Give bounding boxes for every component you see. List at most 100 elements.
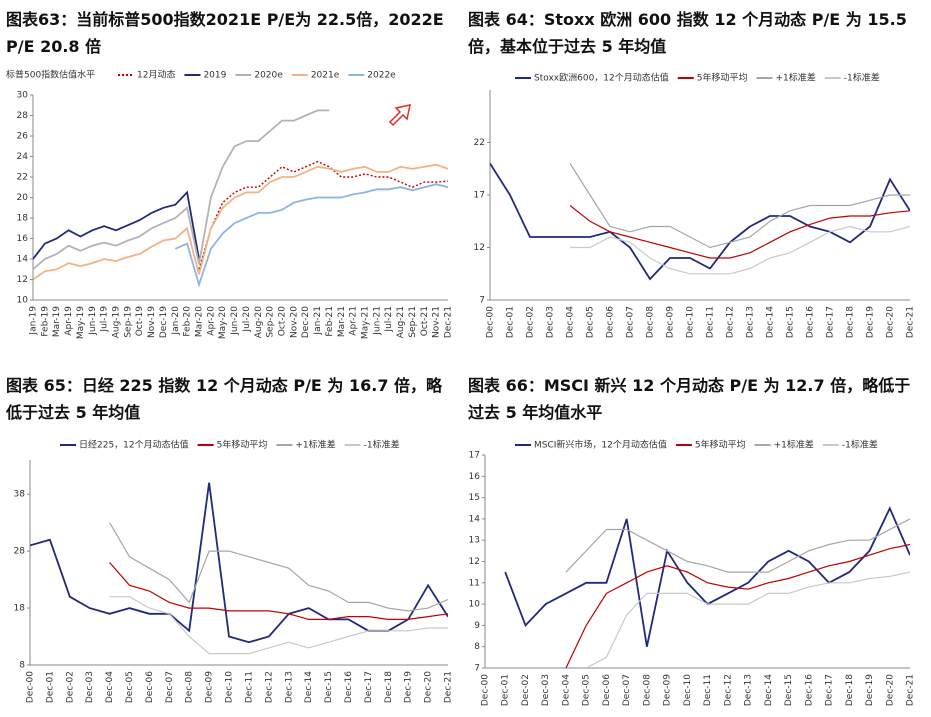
x-tick-label: Dec-05 <box>586 306 596 338</box>
x-tick-label: Feb-19 <box>40 306 50 337</box>
legend-label: -1标准差 <box>364 439 400 451</box>
x-tick-label: Dec-09 <box>663 674 673 706</box>
arrow-annotation <box>388 104 411 127</box>
x-tick-label: Nov-20 <box>289 306 299 338</box>
x-tick-label: Dec-03 <box>85 671 95 703</box>
series-line <box>109 596 448 655</box>
series-line <box>30 482 448 644</box>
x-tick-label: Dec-01 <box>501 674 511 706</box>
y-tick-label: 12 <box>474 243 485 253</box>
series-line <box>569 205 910 259</box>
x-tick-label: Dec-16 <box>804 674 814 706</box>
legend-label: -1标准差 <box>842 439 878 451</box>
x-tick-label: Dec-08 <box>185 671 195 703</box>
x-tick-label: Dec-17 <box>825 674 835 706</box>
x-tick-label: Dec-04 <box>561 674 571 706</box>
legend-label: -1标准差 <box>844 72 880 84</box>
y-tick-label: 26 <box>17 132 29 142</box>
y-tick-label: 38 <box>14 490 26 500</box>
y-tick-label: 30 <box>17 91 29 101</box>
x-tick-label: May-19 <box>76 306 86 339</box>
x-tick-label: Dec-02 <box>521 674 531 706</box>
series-line <box>33 109 330 270</box>
x-tick-label: Dec-17 <box>826 306 836 338</box>
y-tick-label: 14 <box>469 514 481 524</box>
series-line <box>33 190 200 260</box>
series-line <box>570 225 910 275</box>
x-tick-label: Jan-19 <box>29 306 39 336</box>
y-tick-label: 17 <box>469 451 480 461</box>
x-tick-label: Dec-08 <box>642 674 652 706</box>
chart-title: 图表63：当前标普500指数2021E P/E为 22.5倍，2022E P/E… <box>6 10 444 56</box>
chart: 10 12 14 16 18 20 22 24 26 28 30 Jan-19 Feb-19 Mar-19… <box>6 69 454 340</box>
x-tick-label: Dec-11 <box>706 306 716 338</box>
x-tick-label: Dec-10 <box>683 674 693 706</box>
series-line <box>490 163 910 281</box>
y-tick-label: 10 <box>17 296 29 306</box>
series-line <box>198 160 448 270</box>
x-tick-label: Dec-02 <box>526 306 536 338</box>
x-tick-label: Dec-18 <box>845 674 855 706</box>
x-tick-label: Dec-07 <box>622 674 632 706</box>
x-tick-label: Dec-20 <box>886 306 896 338</box>
x-tick-label: Nov-19 <box>147 306 157 338</box>
x-tick-label: Dec-07 <box>626 306 636 338</box>
x-tick-label: Jul-19 <box>100 306 110 333</box>
x-tick-label: Sep-21 <box>408 306 418 338</box>
x-tick-label: Dec-04 <box>566 306 576 338</box>
legend-label: +1标准差 <box>776 72 816 84</box>
x-tick-label: Dec-20 <box>301 306 311 338</box>
x-tick-label: Dec-21 <box>906 306 916 338</box>
x-tick-label: Dec-14 <box>304 671 314 703</box>
x-tick-label: Dec-19 <box>866 306 876 338</box>
y-tick-label: 16 <box>17 234 29 244</box>
x-tick-label: Apr-19 <box>64 306 74 336</box>
y-tick-label: 15 <box>469 493 480 503</box>
x-tick-label: Dec-19 <box>865 674 875 706</box>
legend-label: 5年移动平均 <box>697 72 748 84</box>
x-tick-label: Dec-19 <box>404 671 414 703</box>
y-tick-label: 16 <box>469 472 481 482</box>
x-tick-label: Jun-20 <box>230 306 240 336</box>
x-tick-label: Dec-17 <box>364 671 374 703</box>
x-tick-label: Dec-07 <box>165 671 175 703</box>
x-tick-label: Dec-00 <box>26 671 36 703</box>
legend-label: +1标准差 <box>774 439 814 451</box>
x-tick-label: Dec-15 <box>324 671 334 703</box>
x-tick-label: Dec-20 <box>885 674 895 706</box>
series-line <box>109 522 448 612</box>
y-tick-label: 18 <box>14 604 26 614</box>
y-tick-label: 12 <box>469 557 480 567</box>
series-line <box>109 562 448 620</box>
x-tick-label: Dec-05 <box>125 671 135 703</box>
y-tick-label: 17 <box>474 191 485 201</box>
x-tick-label: May-20 <box>218 306 228 339</box>
x-tick-label: Dec-09 <box>205 671 215 703</box>
x-tick-label: Dec-13 <box>284 671 294 703</box>
x-tick-label: Dec-19 <box>159 306 169 338</box>
x-tick-label: Jul-20 <box>242 306 252 333</box>
y-tick-label: 10 <box>469 600 481 610</box>
y-tick-label: 7 <box>479 296 485 306</box>
x-tick-label: Dec-15 <box>786 306 796 338</box>
x-tick-label: Dec-05 <box>582 674 592 706</box>
x-tick-label: Dec-03 <box>546 306 556 338</box>
x-tick-label: Sep-19 <box>123 306 133 338</box>
chart: 8 18 28 38 Dec-00 Dec-01 Dec-02 Dec-03 Dec-04 Dec… <box>14 439 454 704</box>
x-tick-label: Dec-13 <box>746 306 756 338</box>
x-tick-label: Feb-21 <box>325 306 335 337</box>
x-tick-label: Dec-08 <box>646 306 656 338</box>
y-tick-label: 28 <box>14 547 26 557</box>
x-tick-label: Dec-01 <box>45 671 55 703</box>
y-tick-label: 11 <box>469 578 480 588</box>
x-tick-label: Dec-15 <box>784 674 794 706</box>
x-tick-label: Mar-19 <box>52 306 62 337</box>
x-tick-label: Dec-02 <box>65 671 75 703</box>
x-tick-label: Mar-20 <box>195 306 205 337</box>
legend-label: MSCI新兴市场，12个月动态估值 <box>534 439 667 451</box>
legend-label: +1标准差 <box>295 439 335 451</box>
y-tick-label: 9 <box>474 621 480 631</box>
legend-label: 2020e <box>254 71 283 81</box>
y-tick-label: 7 <box>474 664 480 674</box>
x-tick-label: Oct-21 <box>420 306 430 336</box>
